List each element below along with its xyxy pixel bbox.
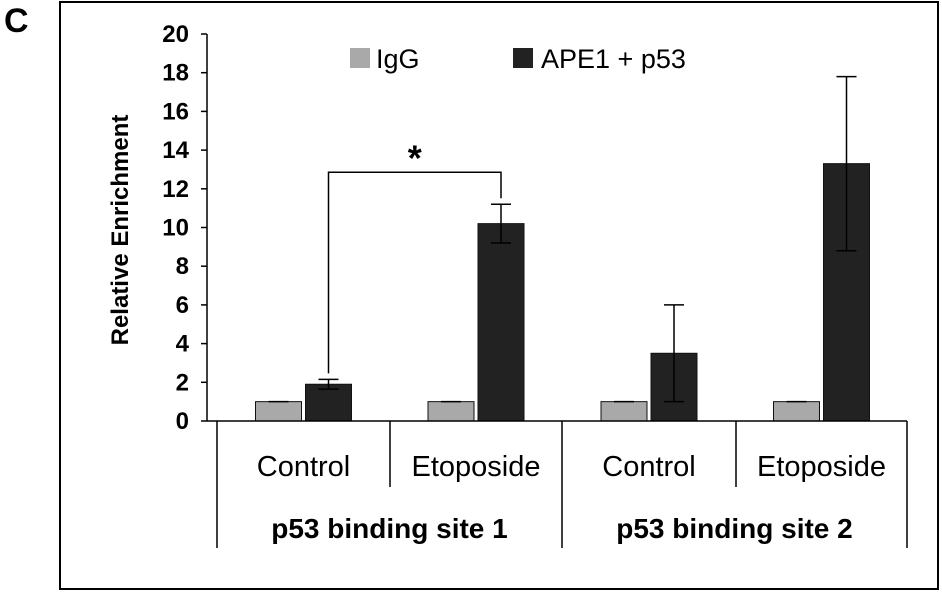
category-label: Control — [257, 451, 351, 483]
legend-label-igg: IgG — [376, 44, 420, 74]
y-tick-label: 4 — [176, 331, 190, 358]
group-label: p53 binding site 1 — [271, 513, 507, 544]
category-label: Etoposide — [757, 451, 886, 483]
bar-ape1-p53 — [823, 163, 870, 422]
bar-igg — [427, 401, 475, 422]
legend: IgG APE1 + p53 — [350, 44, 686, 74]
y-tick-label: 14 — [162, 137, 189, 164]
y-tick-label: 20 — [162, 21, 189, 48]
bar-igg — [600, 401, 648, 422]
y-tick-label: 12 — [162, 176, 189, 203]
error-bars — [268, 75, 857, 403]
y-tick-label: 6 — [176, 292, 189, 319]
y-tick-label: 2 — [176, 369, 189, 396]
group-labels: p53 binding site 1 p53 binding site 2 — [271, 513, 852, 544]
bar-igg — [773, 401, 820, 422]
group-label: p53 binding site 2 — [616, 513, 852, 544]
legend-swatch-igg — [350, 48, 370, 68]
y-tick-label: 10 — [162, 215, 189, 242]
x-axis-table — [216, 421, 908, 548]
legend-label-ape1-p53: APE1 + p53 — [541, 44, 686, 74]
y-tick-label: 16 — [162, 98, 189, 125]
legend-swatch-ape1-p53 — [513, 48, 533, 68]
significance-line — [327, 171, 502, 374]
y-axis: 0 2 4 6 8 10 12 14 16 18 20 — [162, 21, 207, 435]
significance-star: * — [408, 137, 422, 178]
bars — [255, 163, 870, 422]
y-tick-label: 18 — [162, 60, 189, 87]
y-axis-label: Relative Enrichment — [107, 115, 134, 346]
category-label: Etoposide — [412, 451, 541, 483]
bar-ape1-p53 — [477, 223, 525, 422]
category-label: Control — [602, 451, 696, 483]
bar-igg — [255, 401, 302, 422]
significance-bracket: * — [327, 137, 502, 374]
y-tick-label: 0 — [176, 408, 189, 435]
y-tick-label: 8 — [176, 253, 189, 280]
figure-border — [59, 1, 939, 590]
panel-label: C — [4, 2, 29, 40]
category-labels: Control Etoposide Control Etoposide — [257, 451, 886, 483]
